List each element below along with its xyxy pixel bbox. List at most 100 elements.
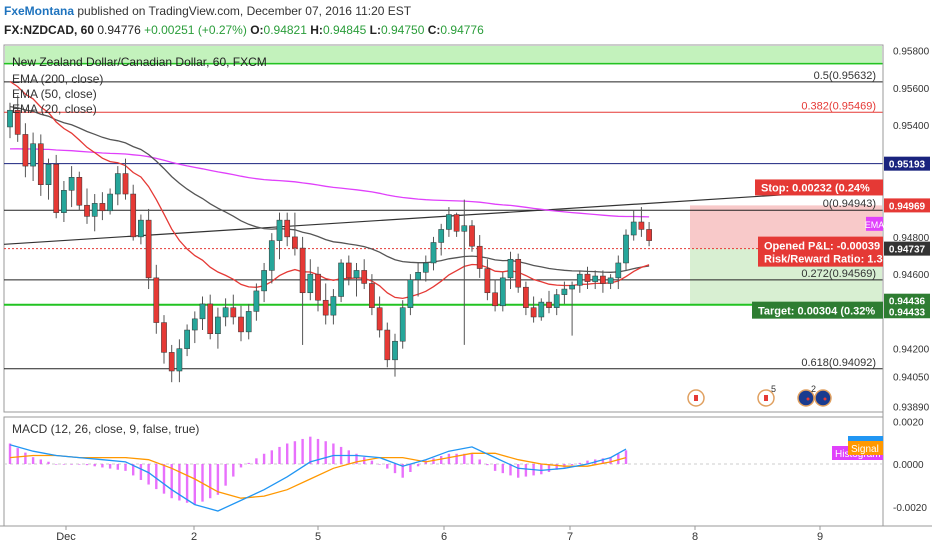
candle-body[interactable] — [330, 296, 337, 316]
candle-body[interactable] — [523, 286, 529, 308]
candle-body[interactable] — [199, 303, 206, 320]
indicator-label[interactable]: EMA (200, close) — [12, 72, 103, 86]
candle-body[interactable] — [638, 221, 645, 230]
candle-body[interactable] — [584, 273, 591, 282]
y-tick-label: 0.94600 — [893, 270, 930, 281]
candle-body[interactable] — [399, 307, 406, 342]
candle-body[interactable] — [284, 219, 291, 238]
candle-body[interactable] — [345, 262, 352, 279]
candle-body[interactable] — [7, 109, 13, 128]
candle-body[interactable] — [592, 275, 599, 282]
macd-y-tick: 0.0020 — [893, 417, 924, 428]
candle-body[interactable] — [30, 143, 36, 167]
candle-body[interactable] — [191, 318, 198, 331]
candle-body[interactable] — [453, 214, 460, 232]
candle-body[interactable] — [145, 219, 152, 279]
histogram-bar — [93, 464, 96, 467]
histogram-bar — [601, 458, 605, 465]
indicator-label[interactable]: EMA (50, close) — [12, 87, 97, 101]
candle-body[interactable] — [484, 268, 491, 294]
macd-title[interactable]: MACD (12, 26, close, 9, false, true) — [12, 422, 199, 436]
candle-body[interactable] — [376, 307, 383, 331]
candle-body[interactable] — [276, 219, 283, 241]
candle-body[interactable] — [515, 258, 522, 288]
candle-body[interactable] — [646, 229, 652, 241]
candle-body[interactable] — [499, 277, 506, 307]
candle-body[interactable] — [476, 245, 483, 269]
candle-body[interactable] — [446, 214, 452, 230]
candle-body[interactable] — [630, 221, 637, 236]
candle-body[interactable] — [76, 177, 83, 206]
histogram-bar — [370, 460, 374, 465]
candle-body[interactable] — [353, 270, 360, 279]
candle-body[interactable] — [114, 173, 121, 195]
author-name[interactable]: FxeMontana — [4, 4, 75, 18]
candle-body[interactable] — [469, 225, 475, 247]
candle-body[interactable] — [415, 272, 421, 280]
candle-body[interactable] — [107, 193, 113, 212]
indicator-label[interactable]: EMA (20, close) — [12, 102, 97, 116]
candle-body[interactable] — [492, 292, 498, 307]
candle-body[interactable] — [530, 307, 537, 318]
candle-body[interactable] — [623, 234, 629, 264]
candle-body[interactable] — [84, 204, 90, 217]
candle-body[interactable] — [253, 290, 260, 312]
candle-body[interactable] — [615, 262, 622, 279]
candle-body[interactable] — [553, 294, 560, 308]
candle-body[interactable] — [438, 229, 445, 243]
candle-body[interactable] — [338, 262, 344, 297]
candle-body[interactable] — [422, 262, 429, 273]
candle-body[interactable] — [207, 303, 214, 335]
candle-body[interactable] — [14, 109, 21, 135]
candle-body[interactable] — [153, 277, 160, 323]
candle-body[interactable] — [230, 307, 237, 318]
candle-body[interactable] — [122, 173, 129, 195]
candle-body[interactable] — [22, 134, 29, 167]
histogram-bar — [108, 464, 112, 469]
candle-body[interactable] — [130, 193, 137, 238]
candle-body[interactable] — [430, 242, 437, 264]
candle-body[interactable] — [507, 258, 514, 279]
candle-body[interactable] — [569, 285, 575, 290]
candle-body[interactable] — [61, 190, 67, 213]
candle-body[interactable] — [315, 273, 321, 301]
newzealand-flag-icon[interactable] — [814, 389, 832, 407]
candle-body[interactable] — [322, 299, 329, 316]
candle-body[interactable] — [361, 270, 368, 284]
candle-body[interactable] — [407, 279, 414, 308]
candle-body[interactable] — [538, 301, 545, 318]
candle-body[interactable] — [215, 316, 221, 335]
candle-body[interactable] — [53, 163, 60, 213]
candle-body[interactable] — [600, 275, 606, 284]
candle-body[interactable] — [168, 352, 175, 372]
candle-body[interactable] — [268, 240, 275, 271]
candle-body[interactable] — [161, 322, 167, 353]
candle-body[interactable] — [222, 307, 229, 318]
candle-body[interactable] — [238, 316, 244, 333]
candle-body[interactable] — [176, 348, 183, 372]
histogram-bar — [39, 459, 42, 465]
candle-body[interactable] — [91, 203, 98, 217]
candle-body[interactable] — [607, 277, 614, 284]
candle-body[interactable] — [561, 288, 568, 295]
candle-body[interactable] — [138, 219, 144, 238]
histogram-bar — [440, 456, 443, 465]
candle-body[interactable] — [546, 301, 552, 308]
candle-body[interactable] — [68, 177, 75, 191]
candle-body[interactable] — [37, 143, 44, 185]
candle-body[interactable] — [576, 273, 583, 286]
candle-body[interactable] — [261, 270, 267, 292]
candle-body[interactable] — [307, 273, 314, 294]
candle-body[interactable] — [184, 329, 190, 349]
candle-body[interactable] — [369, 283, 375, 308]
candle-body[interactable] — [461, 225, 468, 232]
candle-body[interactable] — [299, 247, 306, 294]
candle-body[interactable] — [45, 163, 52, 185]
candle-body[interactable] — [99, 203, 106, 212]
candle-body[interactable] — [292, 236, 298, 249]
candle-body[interactable] — [245, 311, 252, 333]
candle-body[interactable] — [392, 340, 398, 361]
newzealand-flag-icon[interactable] — [797, 389, 815, 407]
candle-body[interactable] — [384, 329, 391, 361]
